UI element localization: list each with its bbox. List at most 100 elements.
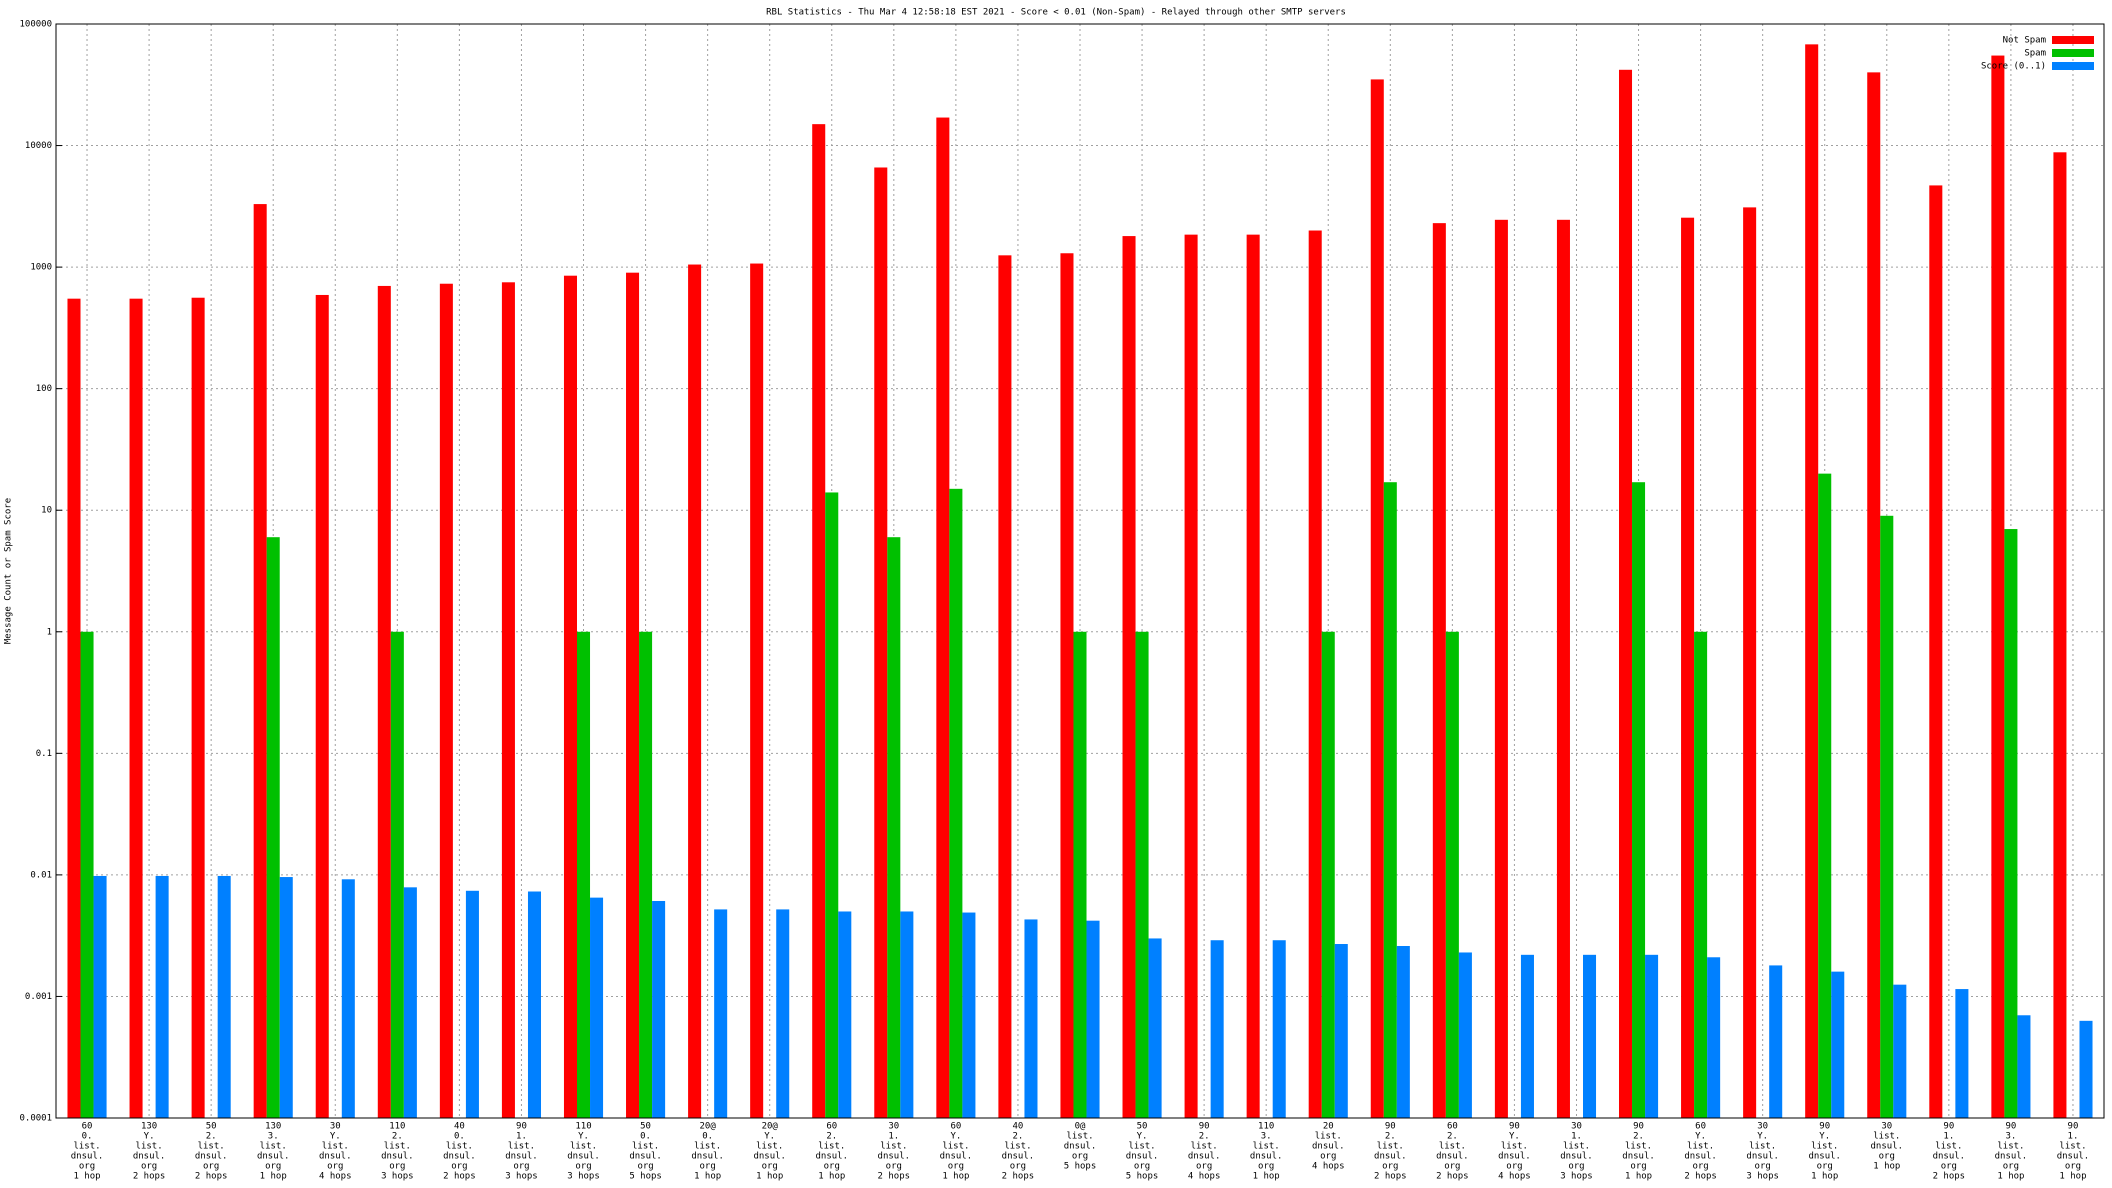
x-tick-label: 3. [1261, 1132, 1272, 1142]
x-tick-label: org [1072, 1152, 1088, 1162]
x-tick-label: Y. [1509, 1132, 1520, 1142]
x-tick-label: 90 [2068, 1122, 2079, 1132]
bar [1831, 971, 1845, 1118]
x-tick-label: org [1258, 1162, 1274, 1172]
x-tick-label: 30 [1757, 1122, 1768, 1132]
legend-label: Score (0..1) [1981, 62, 2046, 72]
x-tick-label: org [1134, 1162, 1150, 1172]
x-tick-label: 0. [640, 1132, 651, 1142]
x-tick-label: dnsul. [1933, 1152, 1966, 1162]
x-tick-label: org [1941, 1162, 1957, 1172]
bar [315, 294, 329, 1118]
bar [1246, 234, 1260, 1119]
x-tick-label: 2. [1385, 1132, 1396, 1142]
x-tick-label: org [886, 1162, 902, 1172]
bar [390, 631, 404, 1118]
x-tick-label: 90 [1385, 1122, 1396, 1132]
x-tick-label: org [824, 1162, 840, 1172]
x-tick-label: 1 hop [1253, 1172, 1280, 1182]
bar [2079, 1020, 2093, 1118]
x-tick-label: 3. [2005, 1132, 2016, 1142]
x-tick-label: list. [1377, 1142, 1404, 1152]
x-tick-label: list. [1439, 1142, 1466, 1152]
bar [1867, 72, 1881, 1118]
x-tick-label: 50 [206, 1122, 217, 1132]
bar [1893, 984, 1907, 1118]
x-tick-label: org [1630, 1162, 1646, 1172]
x-tick-label: dnsul. [1498, 1152, 1531, 1162]
x-tick-label: dnsul. [1871, 1142, 1904, 1152]
bar [1060, 253, 1074, 1118]
x-tick-label: dnsul. [753, 1152, 786, 1162]
bar [1929, 185, 1943, 1118]
x-tick-label: 60 [950, 1122, 961, 1132]
bar [1445, 631, 1459, 1118]
x-tick-label: 110 [575, 1122, 591, 1132]
bar [253, 204, 267, 1118]
x-tick-label: 90 [1199, 1122, 1210, 1132]
x-tick-label: org [1755, 1162, 1771, 1172]
x-tick-label: dnsul. [1622, 1152, 1655, 1162]
bar [750, 263, 764, 1119]
x-tick-label: org [1692, 1162, 1708, 1172]
x-tick-label: dnsul. [71, 1152, 104, 1162]
bar [1086, 920, 1100, 1118]
y-tick-label: 0.1 [36, 749, 52, 759]
x-tick-label: list. [1004, 1142, 1031, 1152]
x-tick-label: 40 [1013, 1122, 1024, 1132]
x-tick-label: list. [73, 1142, 100, 1152]
bar [1494, 219, 1508, 1119]
bar [501, 282, 515, 1118]
x-tick-label: org [2065, 1162, 2081, 1172]
x-tick-label: 2. [826, 1132, 837, 1142]
x-tick-label: list. [756, 1142, 783, 1152]
x-tick-label: dnsul. [257, 1152, 290, 1162]
bar [1383, 482, 1397, 1119]
x-tick-label: Y. [1695, 1132, 1706, 1142]
bar [129, 298, 143, 1118]
x-tick-label: dnsul. [1995, 1152, 2028, 1162]
x-tick-label: 4 hops [319, 1172, 352, 1182]
x-tick-label: list. [1873, 1132, 1900, 1142]
x-tick-label: 5 hops [629, 1172, 662, 1182]
x-tick-label: org [575, 1162, 591, 1172]
x-tick-label: dnsul. [1684, 1152, 1717, 1162]
x-tick-label: 90 [516, 1122, 527, 1132]
x-tick-label: 0@ [1075, 1122, 1086, 1132]
x-tick-label: org [700, 1162, 716, 1172]
x-tick-label: dnsul. [878, 1152, 911, 1162]
x-tick-label: list. [1749, 1142, 1776, 1152]
x-tick-label: 1. [1943, 1132, 1954, 1142]
x-tick-label: dnsul. [195, 1152, 228, 1162]
x-tick-label: 40 [454, 1122, 465, 1132]
x-tick-label: org [1568, 1162, 1584, 1172]
x-tick-label: list. [880, 1142, 907, 1152]
bar [2017, 1015, 2031, 1118]
y-tick-label: 1000 [30, 263, 52, 273]
x-tick-label: dnsul. [319, 1152, 352, 1162]
x-tick-label: 1. [1571, 1132, 1582, 1142]
legend-swatch [2052, 36, 2094, 44]
bar [341, 879, 355, 1118]
x-tick-label: 2 hops [1374, 1172, 1407, 1182]
bar [67, 298, 81, 1118]
bar [714, 909, 728, 1118]
x-tick-label: dnsul. [1808, 1152, 1841, 1162]
x-tick-label: org [1817, 1162, 1833, 1172]
x-tick-label: list. [322, 1142, 349, 1152]
bar [998, 255, 1012, 1118]
bar [563, 275, 577, 1118]
x-tick-label: dnsul. [691, 1152, 724, 1162]
x-tick-label: list. [694, 1142, 721, 1152]
x-tick-label: 2. [1013, 1132, 1024, 1142]
x-tick-label: org [451, 1162, 467, 1172]
x-tick-label: 2. [392, 1132, 403, 1142]
bar [1618, 69, 1633, 1118]
x-tick-label: dnsul. [505, 1152, 538, 1162]
bar [279, 877, 293, 1118]
x-tick-label: 60 [82, 1122, 93, 1132]
y-tick-label: 0.0001 [19, 1114, 52, 1124]
bar [1024, 919, 1038, 1118]
y-tick-label: 100000 [19, 20, 52, 30]
bar [1148, 938, 1162, 1118]
